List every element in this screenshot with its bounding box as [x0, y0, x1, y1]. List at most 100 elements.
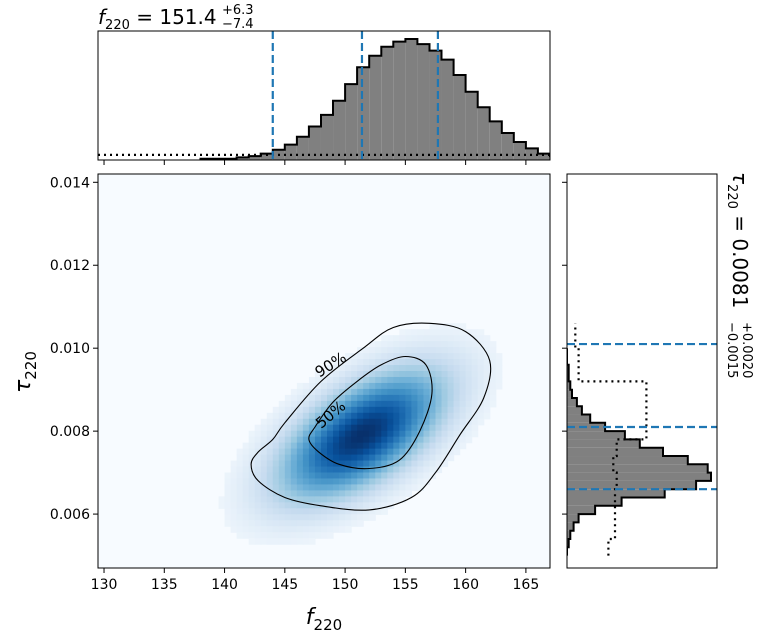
heatmap-cell [477, 412, 485, 420]
heatmap-cell [314, 371, 322, 378]
heatmap-cell [314, 514, 322, 521]
heatmap-cell [266, 478, 274, 486]
heatmap-cell [230, 520, 238, 527]
heatmap-cell [369, 412, 376, 420]
heatmap-cell [314, 532, 322, 539]
heatmap-cell [272, 460, 280, 468]
heatmap-cell [363, 365, 370, 372]
heatmap-cell [369, 508, 376, 515]
heatmap-cell [381, 502, 388, 509]
heatmap-cell [242, 496, 250, 503]
heatmap-cell [302, 484, 310, 491]
heatmap-cell [345, 520, 352, 527]
heatmap-cell [441, 382, 449, 390]
heatmap-cell [345, 424, 352, 432]
heatmap-cell [393, 478, 400, 486]
heatmap-cell [489, 382, 497, 390]
heatmap-cell [387, 335, 394, 342]
heatmap-cell [230, 484, 238, 491]
heatmap-cell [369, 359, 376, 366]
heatmap-cell [248, 484, 256, 491]
heatmap-cell [405, 442, 412, 450]
heatmap-cell [284, 418, 292, 426]
heatmap-cell [453, 448, 461, 456]
heatmap-cell [453, 442, 461, 450]
heatmap-cell [339, 484, 346, 491]
heatmap-cell [375, 430, 382, 438]
heatmap-cell [357, 466, 364, 474]
histogram-bar-tau220 [567, 397, 577, 407]
heatmap-cell [248, 496, 256, 503]
heatmap-cell [429, 406, 437, 414]
heatmap-cell [393, 388, 400, 396]
heatmap-cell [471, 329, 479, 336]
heatmap-cell [363, 424, 370, 432]
heatmap-cell [345, 376, 352, 384]
heatmap-cell [417, 436, 425, 444]
heatmap-cell [333, 466, 340, 474]
heatmap-cell [242, 508, 250, 515]
heatmap-cell [266, 424, 274, 432]
heatmap-cell [242, 526, 250, 533]
heatmap-cell [290, 520, 298, 527]
histogram-bar-tau220 [567, 406, 582, 415]
heatmap-cell [272, 484, 280, 491]
heatmap-cell [369, 436, 376, 444]
histogram-bar-f220 [308, 126, 321, 160]
heatmap-cell [405, 394, 412, 402]
heatmap-cell [417, 376, 425, 384]
heatmap-cell [453, 329, 461, 336]
heatmap-cell [369, 371, 376, 378]
heatmap-cell [320, 460, 328, 468]
heatmap-cell [393, 418, 400, 426]
heatmap-cell [423, 400, 431, 408]
heatmap-cell [272, 520, 280, 527]
marginal-tau220-panel: τ220 = 0.0081 +0.0020 −0.0015 [562, 172, 754, 569]
heatmap-cell [320, 502, 328, 509]
heatmap-cell [435, 371, 443, 378]
heatmap-cell [423, 478, 431, 486]
heatmap-cell [405, 400, 412, 408]
heatmap-cell [333, 371, 340, 378]
heatmap-cell [357, 520, 364, 527]
heatmap-cell [284, 532, 292, 539]
heatmap-cell [465, 359, 473, 366]
heatmap-cell [260, 448, 268, 456]
heatmap-cell [320, 400, 328, 408]
heatmap-cell [333, 388, 340, 396]
heatmap-cell [236, 502, 244, 509]
heatmap-cell [272, 418, 280, 426]
heatmap-cell [381, 418, 388, 426]
heatmap-cell [266, 418, 274, 426]
heatmap-cell [254, 460, 262, 468]
heatmap-cell [308, 520, 316, 527]
heatmap-cell [441, 329, 449, 336]
heatmap-cell [411, 388, 419, 396]
heatmap-cell [453, 382, 461, 390]
heatmap-cell [236, 496, 244, 503]
heatmap-cell [230, 496, 238, 503]
heatmap-cell [459, 371, 467, 378]
heatmap-cell [296, 418, 304, 426]
heatmap-cell [435, 412, 443, 420]
heatmap-cell [333, 400, 340, 408]
heatmap-cell [447, 382, 455, 390]
heatmap-cell [387, 412, 394, 420]
heatmap-cell [302, 478, 310, 486]
heatmap-cell [284, 490, 292, 497]
heatmap-cell [290, 448, 298, 456]
heatmap-cell [314, 394, 322, 402]
heatmap-cell [357, 472, 364, 480]
heatmap-cell [302, 400, 310, 408]
heatmap-cell [369, 394, 376, 402]
heatmap-cell [345, 371, 352, 378]
heatmap-cell [339, 502, 346, 509]
heatmap-cell [381, 430, 388, 438]
heatmap-cell [254, 490, 262, 497]
heatmap-cell [411, 448, 419, 456]
heatmap-cell [320, 406, 328, 414]
heatmap-cell [351, 406, 358, 414]
heatmap-cell [435, 382, 443, 390]
heatmap-cell [296, 388, 304, 396]
heatmap-cell [290, 508, 298, 515]
